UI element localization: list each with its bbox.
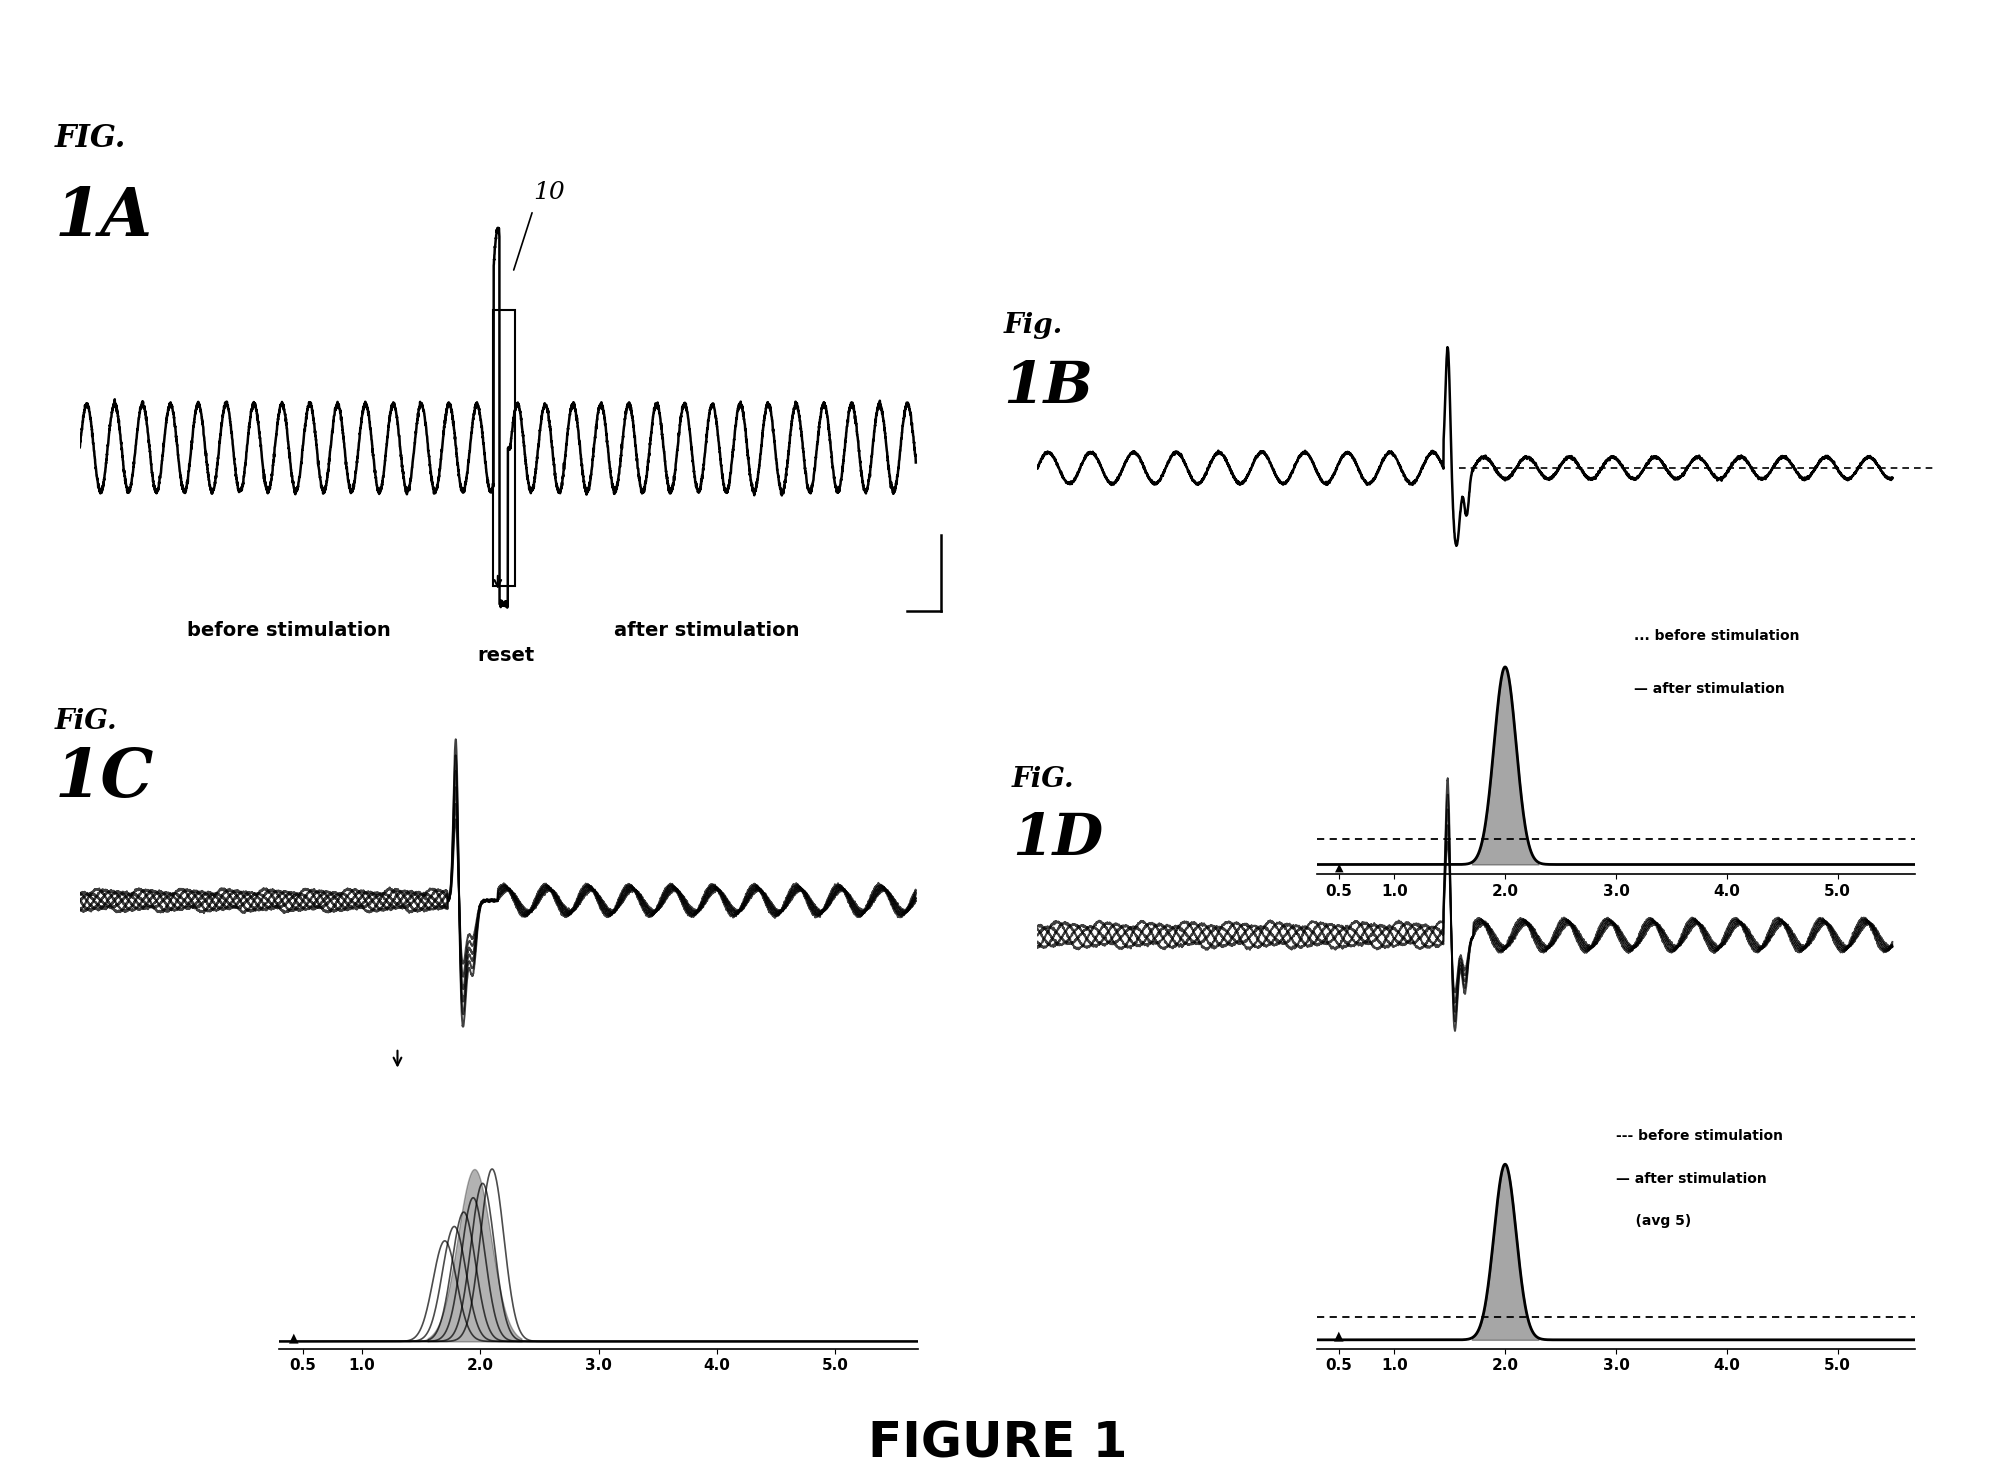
Text: ▲: ▲ (1335, 1329, 1345, 1343)
Text: ▲: ▲ (289, 1331, 299, 1344)
Text: 1D: 1D (1011, 811, 1103, 868)
Text: Fig.: Fig. (1003, 313, 1063, 339)
Text: FiG.: FiG. (54, 708, 118, 735)
Text: after stimulation: after stimulation (614, 621, 800, 640)
Text: 10: 10 (533, 181, 565, 205)
Text: 1A: 1A (54, 185, 154, 250)
Bar (493, 310, 515, 585)
Text: FIGURE 1: FIGURE 1 (868, 1420, 1127, 1467)
Text: 1B: 1B (1003, 359, 1093, 415)
Text: FiG.: FiG. (1011, 766, 1075, 793)
Text: ... before stimulation: ... before stimulation (1634, 628, 1799, 643)
Text: — after stimulation: — after stimulation (1616, 1172, 1768, 1186)
Text: FIG.: FIG. (54, 123, 126, 154)
Text: --- before stimulation: --- before stimulation (1616, 1129, 1784, 1143)
Text: before stimulation: before stimulation (188, 621, 391, 640)
Text: ▲: ▲ (1335, 863, 1343, 873)
Text: 1C: 1C (54, 747, 154, 812)
Text: reset: reset (477, 646, 535, 664)
Text: (avg 5): (avg 5) (1616, 1214, 1692, 1229)
Text: — after stimulation: — after stimulation (1634, 682, 1786, 697)
